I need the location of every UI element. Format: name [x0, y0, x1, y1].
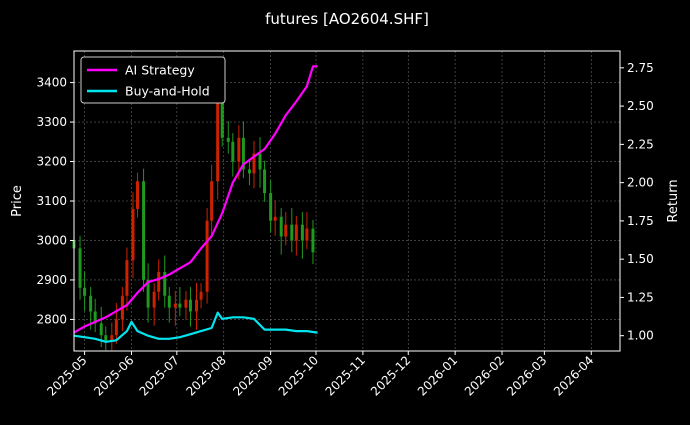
candle-body — [252, 153, 256, 174]
candle-body — [237, 137, 241, 162]
candle-body — [273, 216, 277, 221]
candle-body — [152, 291, 156, 308]
candle-body — [216, 102, 220, 182]
y-right-tick-label: 2.00 — [627, 176, 654, 190]
candle-body — [210, 181, 214, 221]
y-right-tick-label: 1.75 — [627, 214, 654, 228]
legend-label: AI Strategy — [125, 63, 195, 78]
candle-body — [241, 137, 245, 170]
candle-body — [125, 260, 129, 296]
candle-body — [136, 181, 140, 209]
y-right-tick-label: 2.25 — [627, 137, 654, 151]
y-axis-left: 2800 2900 3000 3100 3200 3300 3400 — [36, 76, 74, 326]
y-left-tick-label: 3200 — [36, 155, 67, 169]
candle-body — [163, 272, 167, 296]
candle-body — [93, 311, 97, 324]
y-left-tick-label: 2900 — [36, 273, 67, 287]
candle-body — [290, 224, 294, 241]
candle-body — [146, 279, 150, 308]
candle-body — [178, 303, 182, 308]
candle-body — [167, 295, 171, 308]
candle-body — [184, 299, 188, 308]
y-right-tick-label: 1.50 — [627, 252, 654, 266]
candle-body — [131, 208, 135, 261]
candle-body — [231, 141, 235, 162]
candle-body — [205, 220, 209, 292]
chart-title: futures [AO2604.SHF] — [265, 10, 429, 28]
candle-body — [78, 248, 82, 288]
series-line-ai-strategy — [73, 65, 318, 334]
candle-body — [104, 335, 108, 342]
y-axis-left-label: Price — [10, 185, 25, 217]
candle-body — [247, 169, 251, 174]
candle-body — [188, 299, 192, 312]
candle-body — [99, 323, 103, 336]
y-right-tick-label: 2.50 — [627, 99, 654, 113]
candle-body — [284, 224, 288, 237]
candle-body — [269, 193, 273, 221]
legend-label: Buy-and-Hold — [125, 84, 210, 99]
candle-body — [114, 319, 118, 336]
legend: AI Strategy Buy-and-Hold — [80, 56, 226, 104]
candle-body — [220, 102, 224, 138]
candle-body — [226, 137, 230, 142]
candle-body — [300, 224, 304, 241]
candle-body — [89, 295, 93, 312]
y-left-tick-label: 3000 — [36, 233, 67, 247]
candle-body — [258, 153, 262, 170]
candle-body — [142, 181, 146, 280]
y-right-tick-label: 1.25 — [627, 290, 654, 304]
y-axis-right-label: Return — [666, 179, 681, 222]
candle-body — [110, 335, 114, 342]
candle-body — [305, 228, 309, 241]
y-left-tick-label: 3400 — [36, 76, 67, 90]
y-right-tick-label: 1.00 — [627, 329, 654, 343]
series-lines — [73, 65, 318, 343]
y-left-tick-label: 3100 — [36, 194, 67, 208]
y-axis-right: 1.00 1.25 1.50 1.75 2.00 2.25 2.50 2.75 — [620, 61, 654, 343]
candle-body — [173, 303, 177, 308]
candle-body — [294, 224, 298, 241]
candle-body — [279, 216, 283, 237]
candle-body — [195, 299, 199, 312]
candle-body — [199, 291, 203, 300]
candle-body — [157, 272, 161, 292]
y-left-tick-label: 3300 — [36, 115, 67, 129]
series-line-buy-and-hold — [73, 311, 318, 343]
candle-body — [263, 169, 267, 194]
y-left-tick-label: 2800 — [36, 312, 67, 326]
candle-body — [83, 287, 87, 296]
candle-body — [311, 228, 315, 253]
y-right-tick-label: 2.75 — [627, 61, 654, 75]
